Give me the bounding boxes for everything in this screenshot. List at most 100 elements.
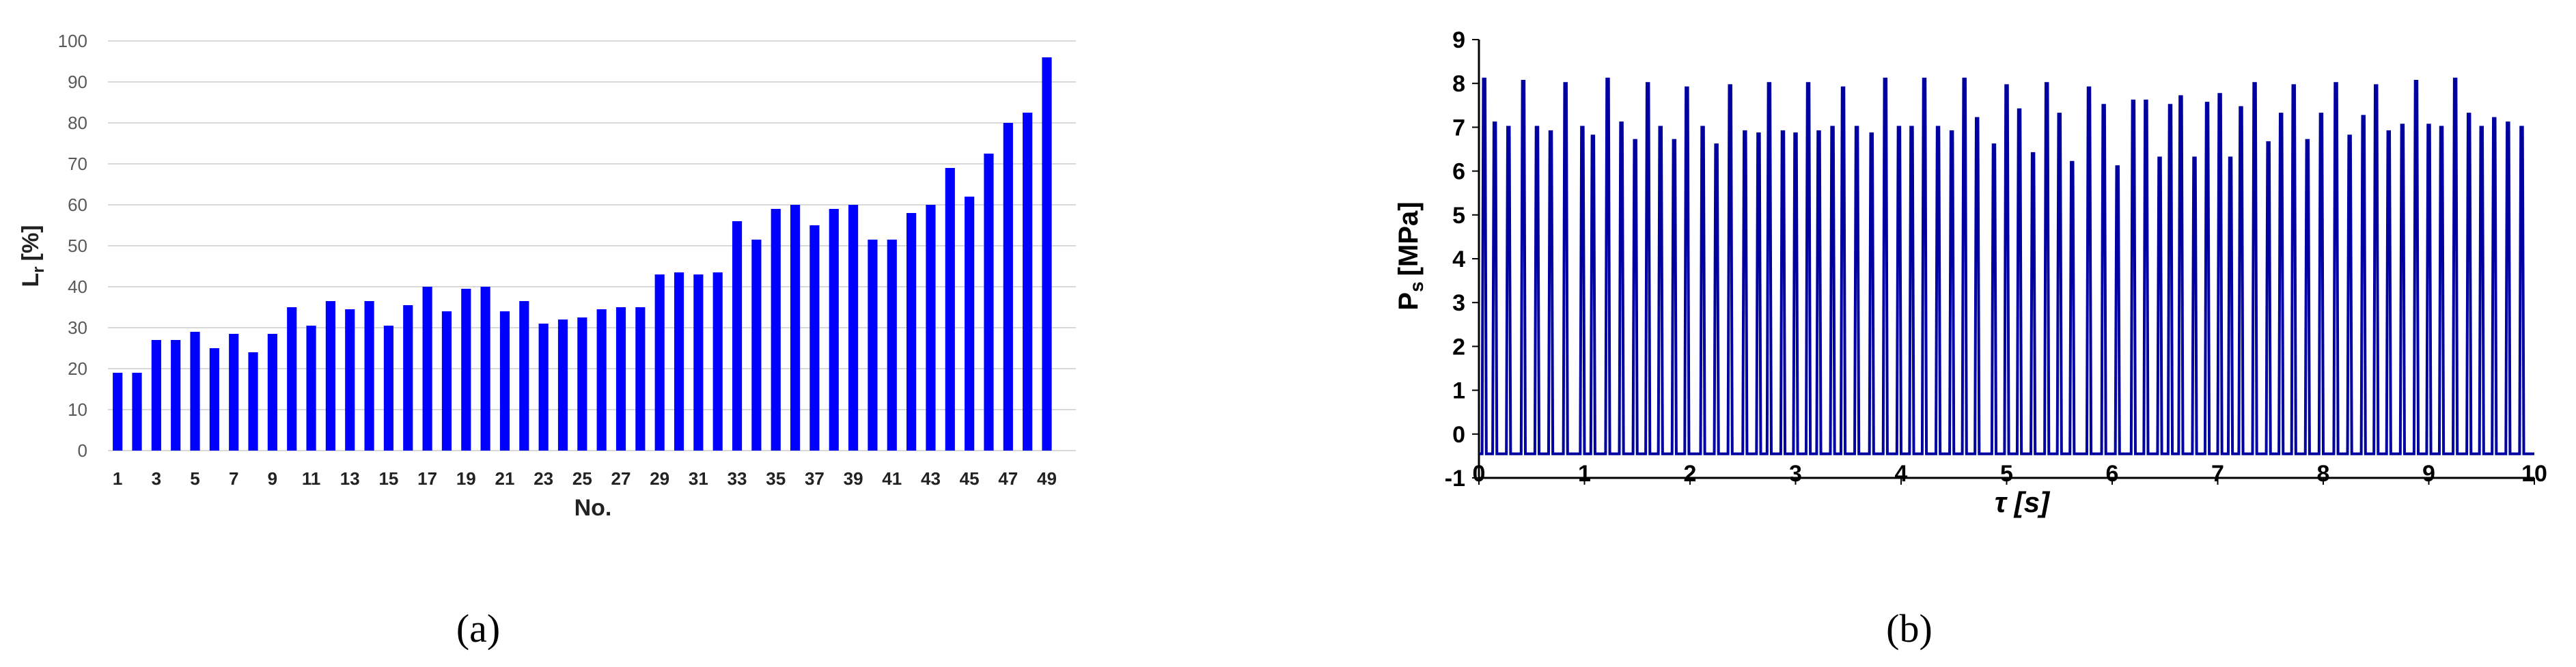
a-bar-48	[1023, 113, 1033, 451]
a-bar-38	[829, 209, 839, 451]
b-y-axis-label-sub: s	[1406, 281, 1427, 292]
a-y-tick-60: 60	[68, 195, 87, 215]
b-y-tick-1: 1	[1452, 378, 1465, 404]
a-bar-44	[945, 168, 955, 451]
a-bar-29	[654, 274, 665, 451]
a-bar-45	[965, 197, 975, 451]
a-x-tick-45: 45	[960, 468, 980, 489]
a-x-tick-37: 37	[805, 468, 825, 489]
a-y-tick-70: 70	[68, 154, 87, 174]
a-bar-18	[441, 311, 452, 451]
a-bar-28	[635, 307, 646, 451]
a-bar-1	[113, 373, 123, 451]
a-x-tick-31: 31	[689, 468, 708, 489]
b-x-tick-7: 7	[2211, 461, 2224, 487]
a-bar-3	[151, 340, 161, 451]
a-bar-27	[615, 307, 626, 451]
a-y-tick-40: 40	[68, 276, 87, 297]
a-x-tick-29: 29	[650, 468, 669, 489]
b-x-axis-label: τ [s]	[1995, 486, 2051, 518]
b-y-tick-0: 0	[1452, 422, 1465, 448]
a-bar-42	[906, 213, 917, 451]
a-x-tick-17: 17	[417, 468, 437, 489]
b-y-tick-4: 4	[1452, 246, 1465, 272]
a-bar-39	[848, 205, 859, 451]
a-x-tick-47: 47	[998, 468, 1018, 489]
a-bar-30	[674, 272, 684, 451]
b-y-axis-label-unit: [MPa]	[1394, 201, 1424, 276]
a-bar-46	[984, 154, 994, 451]
a-bar-19	[461, 289, 471, 451]
a-x-tick-labels: 1 3 5 7 9 11 13 15 17 19 21 23 25 27 29 31 33 35 37 39 41 43 4…	[113, 468, 1057, 489]
a-bar-23	[538, 324, 549, 451]
a-y-tick-50: 50	[68, 236, 87, 256]
a-bar-8	[248, 352, 258, 451]
b-panel-label: (b)	[1886, 606, 1933, 651]
b-x-tick-labels: 0 1 2 3 4 5 6 7 8 9 10	[1473, 461, 2547, 487]
a-y-axis-label-unit: [%]	[18, 225, 44, 261]
a-x-tick-27: 27	[611, 468, 631, 489]
b-x-tick-4: 4	[1895, 461, 1908, 487]
a-bar-36	[790, 205, 801, 451]
b-x-tick-10: 10	[2521, 461, 2547, 487]
a-bar-2	[132, 373, 142, 451]
a-bar-34	[751, 240, 762, 451]
a-x-tick-19: 19	[456, 468, 476, 489]
a-x-axis-label: No.	[574, 495, 612, 521]
b-y-tick-5: 5	[1452, 203, 1465, 229]
a-bar-12	[325, 301, 335, 451]
a-y-tick-100: 100	[58, 31, 87, 51]
a-bar-9	[267, 334, 277, 451]
a-bar-20	[480, 287, 490, 451]
a-bar-6	[209, 348, 219, 451]
a-bar-35	[771, 209, 781, 451]
a-bar-43	[926, 205, 936, 451]
a-bar-24	[557, 320, 568, 451]
a-bar-17	[422, 287, 432, 451]
b-x-tick-2: 2	[1684, 461, 1697, 487]
b-y-tick-labels: -1 0 1 2 3 4 5 6 7 8 9	[1445, 27, 1465, 492]
b-x-tick-0: 0	[1473, 461, 1486, 487]
a-bar-33	[732, 221, 743, 451]
a-x-tick-9: 9	[268, 468, 277, 489]
a-bar-32	[712, 272, 723, 451]
a-bar-14	[364, 301, 374, 451]
a-x-tick-41: 41	[882, 468, 902, 489]
b-y-tick-6: 6	[1452, 159, 1465, 185]
a-bar-15	[383, 326, 394, 451]
b-axes	[1472, 39, 2535, 485]
a-bar-49	[1042, 57, 1052, 451]
a-y-tick-10: 10	[68, 399, 87, 420]
a-x-tick-11: 11	[302, 468, 321, 489]
b-x-tick-9: 9	[2422, 461, 2435, 487]
a-bar-26	[596, 309, 607, 451]
a-bar-4	[171, 340, 181, 451]
a-x-tick-1: 1	[113, 468, 122, 489]
a-y-tick-20: 20	[68, 358, 87, 379]
a-bar-7	[229, 334, 239, 451]
a-bar-16	[403, 305, 413, 451]
a-y-axis-label: Lr [%]	[18, 225, 48, 287]
b-y-tick-9: 9	[1452, 27, 1465, 53]
a-y-tick-0: 0	[78, 440, 87, 461]
a-x-tick-33: 33	[728, 468, 747, 489]
a-bar-31	[693, 274, 704, 451]
a-y-axis-label-sub: r	[29, 266, 48, 272]
a-y-axis-label-main: L	[18, 273, 44, 287]
a-bar-40	[868, 240, 878, 451]
b-y-tick-7: 7	[1452, 115, 1465, 141]
a-bar-10	[287, 307, 297, 451]
b-x-tick-8: 8	[2317, 461, 2330, 487]
a-x-tick-43: 43	[921, 468, 941, 489]
a-x-tick-49: 49	[1037, 468, 1057, 489]
a-x-tick-21: 21	[495, 468, 515, 489]
a-bar-41	[887, 240, 897, 451]
a-x-tick-13: 13	[340, 468, 360, 489]
a-panel-label: (a)	[456, 606, 500, 651]
b-x-tick-1: 1	[1578, 461, 1591, 487]
a-x-tick-35: 35	[766, 468, 786, 489]
a-bar-22	[519, 301, 529, 451]
a-x-tick-5: 5	[190, 468, 199, 489]
